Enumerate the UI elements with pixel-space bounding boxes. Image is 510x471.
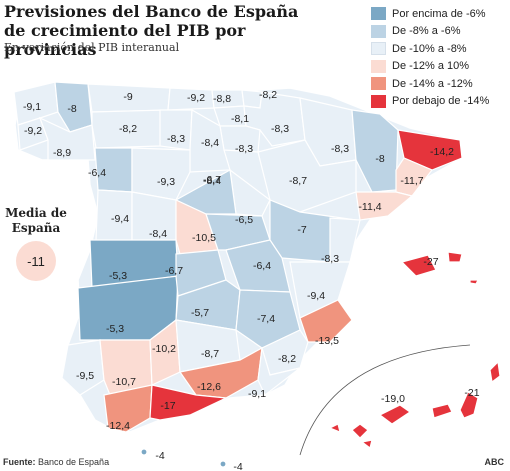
source-name: Banco de España <box>38 457 110 467</box>
legend-swatch <box>371 77 386 91</box>
value-label-ceuta: -4 <box>155 450 164 462</box>
legend-item: De -10% a -8% <box>371 40 507 58</box>
value-label-pontevedra: -9,2 <box>24 125 42 137</box>
province-huelva <box>61 339 105 396</box>
legend-swatch <box>371 94 386 108</box>
value-label-las-palmas: -21 <box>464 387 479 399</box>
value-label-caceres: -5,3 <box>109 270 127 282</box>
source-label: Fuente: <box>3 457 36 467</box>
province-ourense <box>38 116 96 161</box>
province-valladolid <box>131 147 191 201</box>
province-ceuta <box>140 448 148 456</box>
value-label-tarragona: -11,4 <box>358 201 381 213</box>
value-label-alava: -8,1 <box>231 113 249 125</box>
value-label-teruel: -7 <box>297 224 306 236</box>
value-label-a-coruna: -9,1 <box>23 101 41 113</box>
legend-label: De -12% a 10% <box>392 60 470 73</box>
province-santa-cruz-de-tenerife <box>328 404 412 450</box>
legend-label: De -10% a -8% <box>392 42 467 55</box>
value-label-valencia: -9,4 <box>307 290 325 302</box>
value-label-cuenca: -6,4 <box>253 260 271 272</box>
legend: Por encima de -6% De -8% a -6% De -10% a… <box>371 5 507 110</box>
value-label-la-rioja: -8,3 <box>235 143 253 155</box>
value-label-salamanca: -9,4 <box>111 213 129 225</box>
value-label-malaga: -17 <box>160 400 175 412</box>
legend-swatch <box>371 59 386 73</box>
value-label-santa-cruz-de-tenerife: -19,0 <box>381 393 405 405</box>
province-alicante <box>299 299 353 343</box>
value-label-baleares: -27 <box>423 256 438 268</box>
value-label-soria: -8,4 <box>203 175 221 187</box>
province-leon <box>91 109 169 149</box>
media-label: Media de España <box>5 206 67 235</box>
value-label-guadalajara: -6,5 <box>235 214 253 226</box>
value-label-avila: -8,4 <box>149 228 167 240</box>
value-label-ciudad-real: -5,7 <box>191 307 209 319</box>
value-label-toledo: -6,7 <box>165 265 183 277</box>
value-label-asturias: -9 <box>123 91 132 103</box>
value-label-valladolid: -9,3 <box>157 176 175 188</box>
value-label-segovia: -6,7 <box>203 174 221 186</box>
value-label-huelva: -9,5 <box>76 370 94 382</box>
value-label-madrid: -10,5 <box>192 232 216 244</box>
legend-item: De -14% a -12% <box>371 75 507 93</box>
legend-item: Por encima de -6% <box>371 5 507 23</box>
source-note: Fuente: Banco de España <box>3 457 109 467</box>
legend-item: De -8% a -6% <box>371 23 507 41</box>
province-cadiz <box>103 384 153 433</box>
legend-label: De -8% a -6% <box>392 25 461 38</box>
value-label-badajoz: -5,3 <box>106 323 124 335</box>
province-melilla <box>219 460 227 468</box>
value-label-burgos: -8,4 <box>201 137 219 149</box>
legend-label: Por debajo de -14% <box>392 95 490 108</box>
province-malaga <box>149 384 229 421</box>
value-label-zamora: -6,4 <box>88 167 106 179</box>
value-label-granada: -12,6 <box>197 381 221 393</box>
province-almeria <box>257 347 301 396</box>
value-label-zaragoza: -8,7 <box>289 175 307 187</box>
value-label-cadiz: -12,4 <box>106 420 130 432</box>
province-las-palmas <box>431 360 501 419</box>
canary-frame <box>299 344 471 456</box>
value-label-barcelona: -11,7 <box>400 175 423 187</box>
value-label-jaen: -8,7 <box>201 348 219 360</box>
value-label-cordoba: -10,2 <box>152 343 176 355</box>
value-label-albacete: -7,4 <box>257 313 275 325</box>
page-title: Previsiones del Banco de España de creci… <box>4 2 299 59</box>
value-label-lleida: -8 <box>375 153 384 165</box>
legend-item: De -12% a 10% <box>371 58 507 76</box>
value-label-bizkaia: -8,8 <box>213 93 231 105</box>
value-label-castellon: -8,3 <box>321 253 339 265</box>
value-label-girona: -14,2 <box>430 146 454 158</box>
province-tarragona <box>355 191 414 221</box>
value-label-gipuzkoa: -8,2 <box>259 89 277 101</box>
value-label-sevilla: -10,7 <box>112 376 136 388</box>
value-label-cantabria: -9,2 <box>187 92 205 104</box>
province-a-coruna <box>13 81 59 126</box>
value-label-ourense: -8,9 <box>53 147 71 159</box>
value-label-melilla: -4 <box>233 461 242 471</box>
province-cuenca <box>225 239 291 293</box>
legend-swatch <box>371 42 386 56</box>
page-subtitle: En variación del PIB interanual <box>4 41 180 54</box>
legend-label: Por encima de -6% <box>392 7 486 20</box>
media-value-badge: -11 <box>16 241 56 281</box>
legend-swatch <box>371 24 386 38</box>
legend-swatch <box>371 7 386 21</box>
province-baleares <box>400 251 479 285</box>
brand-logo: ABC <box>484 457 505 467</box>
legend-label: De -14% a -12% <box>392 77 473 90</box>
value-label-huesca: -8,3 <box>331 143 349 155</box>
value-label-murcia: -8,2 <box>278 353 296 365</box>
value-label-palencia: -8,3 <box>167 133 185 145</box>
value-label-alicante: -13,5 <box>315 335 339 347</box>
value-label-leon: -8,2 <box>119 123 137 135</box>
province-girona <box>397 129 463 171</box>
value-label-navarra: -8,3 <box>271 123 289 135</box>
value-label-almeria: -9,1 <box>248 388 266 400</box>
legend-item: Por debajo de -14% <box>371 93 507 111</box>
value-label-lugo: -8 <box>67 103 76 115</box>
